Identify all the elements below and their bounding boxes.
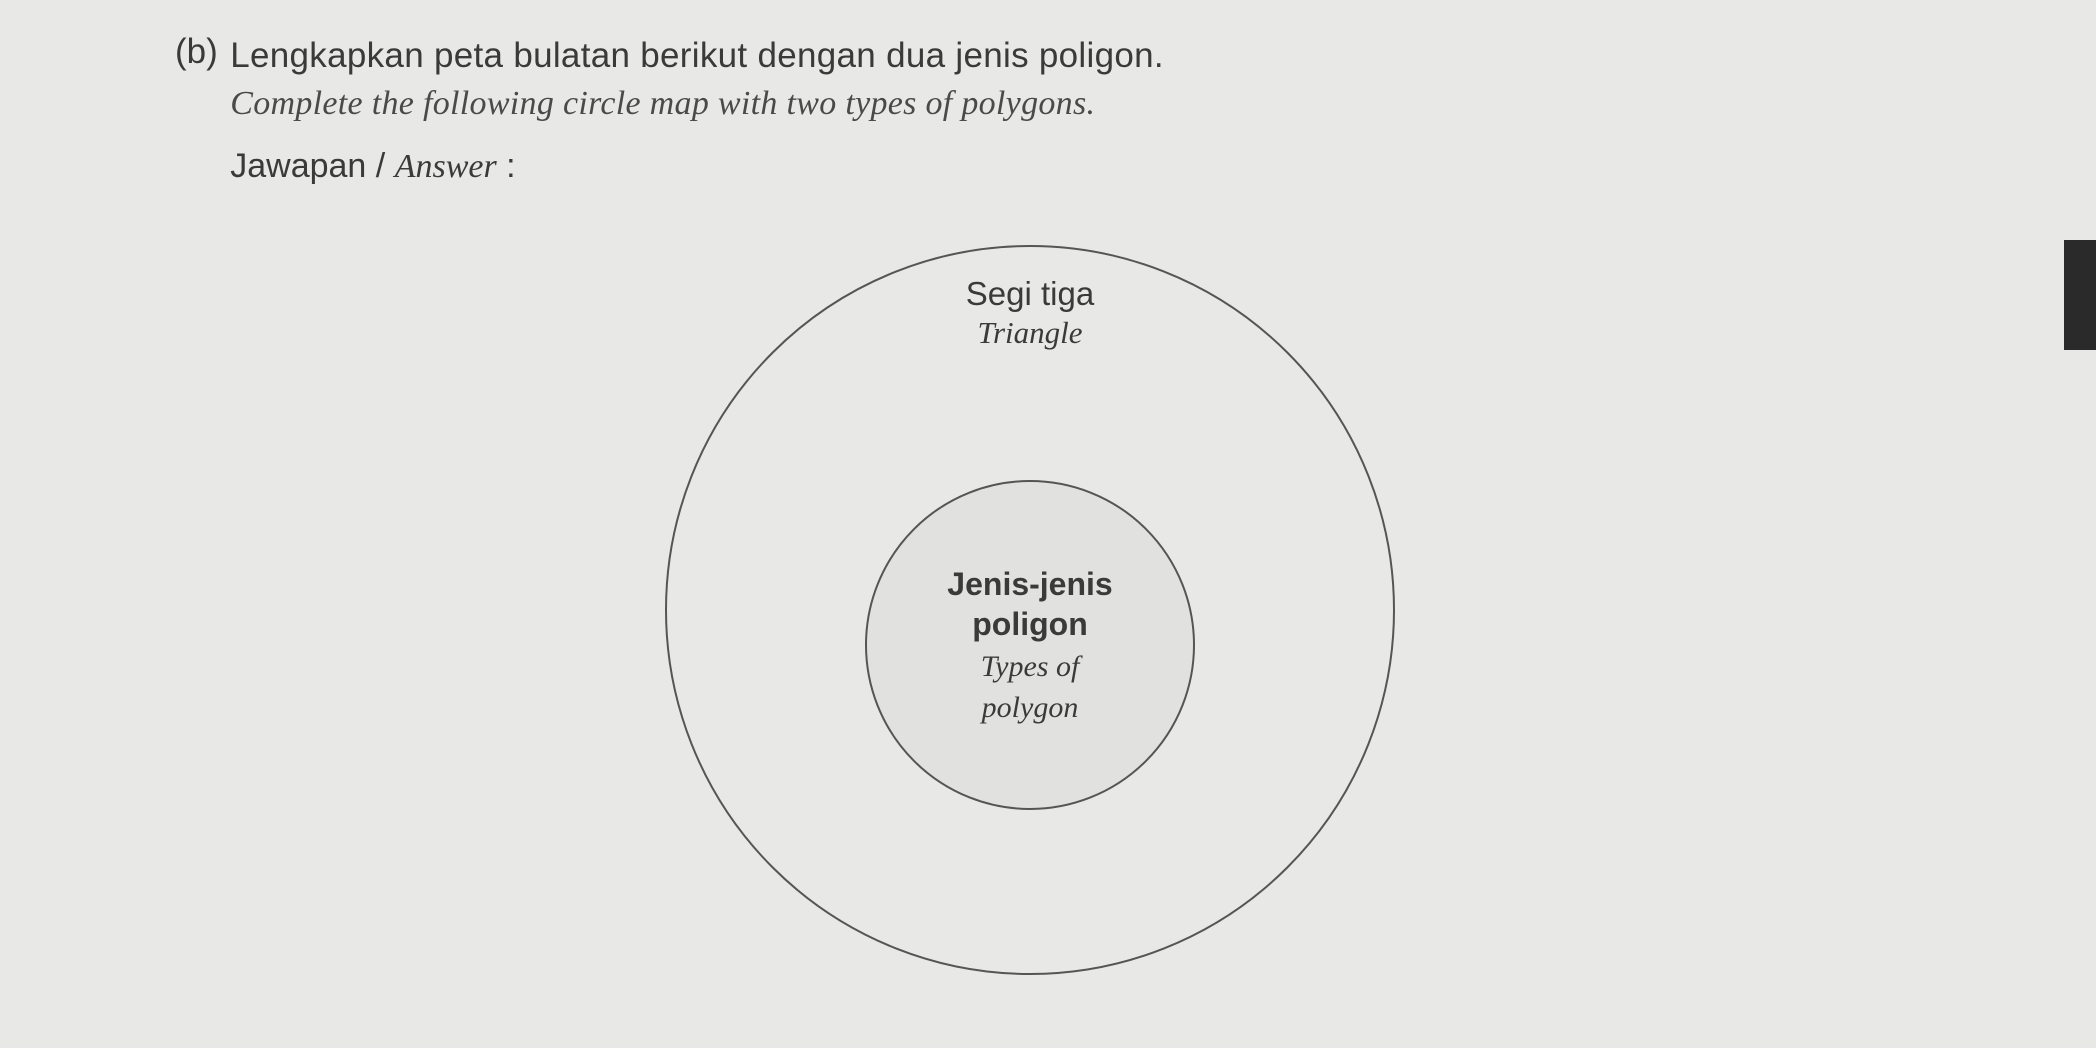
center-topic-circle: Jenis-jenis poligon Types of polygon bbox=[865, 480, 1195, 810]
center-label-ms-line1: Jenis-jenis bbox=[947, 564, 1112, 604]
question-line-english: Complete the following circle map with t… bbox=[230, 79, 1630, 128]
question-part-label: (b) bbox=[175, 32, 218, 72]
existing-polygon-en: Triangle bbox=[910, 315, 1150, 351]
answer-italic: Answer bbox=[395, 148, 497, 185]
answer-suffix: : bbox=[497, 147, 516, 185]
answer-label: Jawapan / Answer : bbox=[230, 147, 1630, 186]
circle-map-diagram: Segi tiga Triangle Jenis-jenis poligon T… bbox=[580, 215, 1480, 1015]
page-edge-marker bbox=[2064, 240, 2096, 350]
answer-prefix: Jawapan / bbox=[230, 147, 394, 185]
question-text: Lengkapkan peta bulatan berikut dengan d… bbox=[230, 32, 1630, 186]
center-label-ms-line2: poligon bbox=[972, 604, 1088, 644]
question-line-malay: Lengkapkan peta bulatan berikut dengan d… bbox=[230, 32, 1630, 79]
existing-polygon-ms: Segi tiga bbox=[910, 275, 1150, 313]
center-label-en-line1: Types of bbox=[981, 648, 1080, 686]
existing-polygon-label: Segi tiga Triangle bbox=[910, 275, 1150, 351]
question-block: (b) Lengkapkan peta bulatan berikut deng… bbox=[175, 32, 1775, 186]
center-label-en-line2: polygon bbox=[982, 689, 1079, 727]
